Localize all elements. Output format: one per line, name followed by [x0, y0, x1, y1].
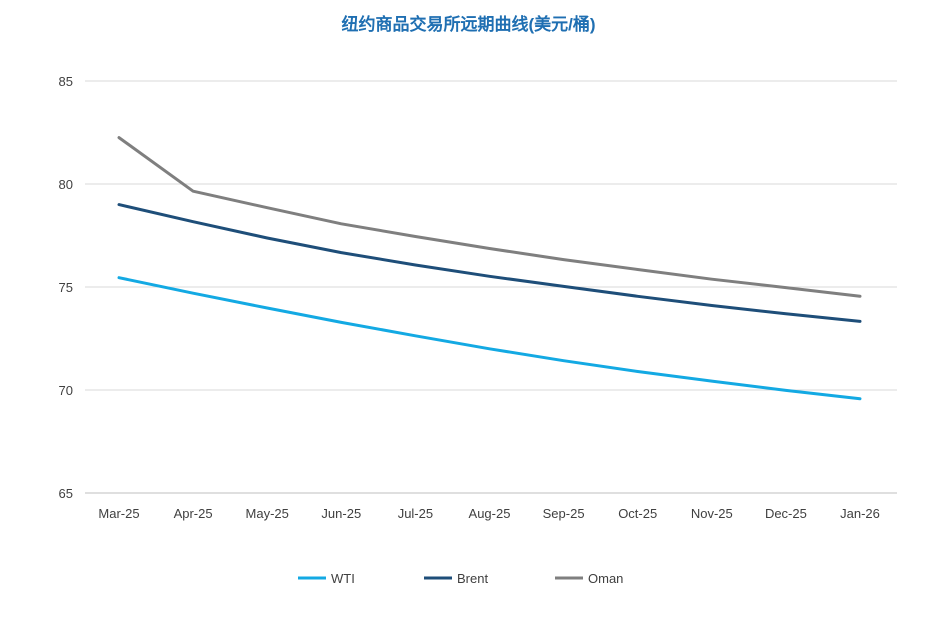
series-line-brent [117, 203, 862, 323]
y-axis-ticks: 65 70 75 80 85 [59, 74, 73, 501]
x-tick-label: Nov-25 [691, 506, 733, 521]
y-tick-label: 70 [59, 383, 73, 398]
x-tick-label: Apr-25 [174, 506, 213, 521]
series-lines [117, 136, 862, 401]
y-tick-label: 85 [59, 74, 73, 89]
y-tick-label: 80 [59, 177, 73, 192]
legend: WTI Brent Oman [298, 571, 623, 586]
x-tick-label: Jan-26 [840, 506, 880, 521]
legend-label: Brent [457, 571, 488, 586]
x-axis-ticks: Mar-25 Apr-25 May-25 Jun-25 Jul-25 Aug-25 Sep-… [98, 506, 879, 521]
x-tick-label: Jul-25 [398, 506, 433, 521]
x-tick-label: Aug-25 [469, 506, 511, 521]
series-line-wti [117, 276, 862, 401]
legend-item-oman: Oman [555, 571, 623, 586]
legend-item-wti: WTI [298, 571, 355, 586]
y-tick-label: 75 [59, 280, 73, 295]
x-tick-label: Mar-25 [98, 506, 139, 521]
chart-title: 纽约商品交易所远期曲线(美元/桶) [341, 15, 596, 34]
x-tick-label: Dec-25 [765, 506, 807, 521]
legend-label: WTI [331, 571, 355, 586]
legend-item-brent: Brent [424, 571, 488, 586]
gridlines [85, 80, 897, 494]
series-line-oman [117, 136, 862, 298]
legend-label: Oman [588, 571, 623, 586]
x-tick-label: May-25 [246, 506, 289, 521]
x-tick-label: Jun-25 [321, 506, 361, 521]
x-tick-label: Oct-25 [618, 506, 657, 521]
x-tick-label: Sep-25 [543, 506, 585, 521]
y-tick-label: 65 [59, 486, 73, 501]
